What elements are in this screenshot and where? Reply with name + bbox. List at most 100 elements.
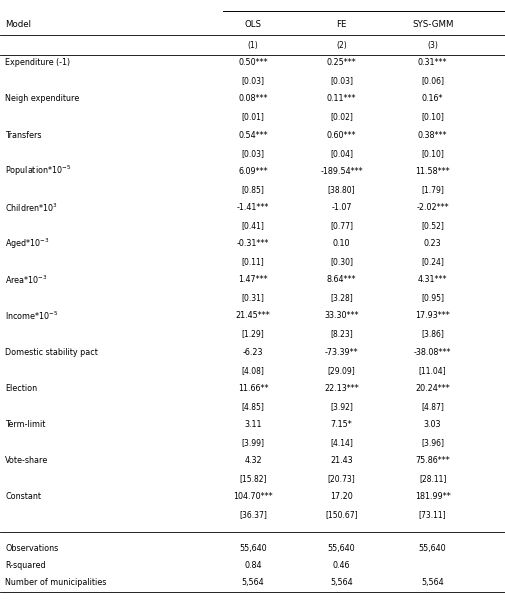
Text: 0.54***: 0.54***: [238, 131, 267, 139]
Text: [150.67]: [150.67]: [325, 511, 357, 519]
Text: R-squared: R-squared: [5, 561, 45, 570]
Text: 0.08***: 0.08***: [238, 95, 267, 103]
Text: (1): (1): [247, 42, 258, 50]
Text: Transfers: Transfers: [5, 131, 41, 139]
Text: 33.30***: 33.30***: [324, 312, 358, 320]
Text: [0.03]: [0.03]: [241, 77, 264, 85]
Text: Expenditure (-1): Expenditure (-1): [5, 58, 70, 67]
Text: 0.25***: 0.25***: [326, 58, 356, 67]
Text: 6.09***: 6.09***: [238, 167, 267, 175]
Text: 17.93***: 17.93***: [415, 312, 449, 320]
Text: [4.08]: [4.08]: [241, 366, 264, 374]
Text: [28.11]: [28.11]: [418, 475, 445, 483]
Text: 11.66**: 11.66**: [237, 384, 268, 393]
Text: -1.07: -1.07: [331, 203, 351, 212]
Text: Domestic stability pact: Domestic stability pact: [5, 348, 98, 356]
Text: 1.47***: 1.47***: [238, 276, 267, 284]
Text: 3.03: 3.03: [423, 420, 440, 429]
Text: 11.58***: 11.58***: [415, 167, 449, 175]
Text: [0.01]: [0.01]: [241, 113, 264, 121]
Text: [0.11]: [0.11]: [241, 257, 264, 266]
Text: 7.15*: 7.15*: [330, 420, 351, 429]
Text: [0.10]: [0.10]: [420, 149, 443, 157]
Text: [1.29]: [1.29]: [241, 330, 264, 338]
Text: 5,564: 5,564: [241, 578, 264, 587]
Text: -189.54***: -189.54***: [320, 167, 362, 175]
Text: 0.38***: 0.38***: [417, 131, 446, 139]
Text: [3.86]: [3.86]: [420, 330, 443, 338]
Text: Election: Election: [5, 384, 37, 393]
Text: -2.02***: -2.02***: [416, 203, 448, 212]
Text: [0.24]: [0.24]: [420, 257, 443, 266]
Text: [29.09]: [29.09]: [327, 366, 355, 374]
Text: 0.10: 0.10: [332, 239, 349, 248]
Text: [3.92]: [3.92]: [329, 402, 352, 411]
Text: [4.87]: [4.87]: [420, 402, 443, 411]
Text: 55,640: 55,640: [418, 544, 445, 553]
Text: SYS-GMM: SYS-GMM: [411, 20, 452, 28]
Text: Area*10$^{-3}$: Area*10$^{-3}$: [5, 274, 47, 286]
Text: [3.96]: [3.96]: [420, 438, 443, 447]
Text: Children*10$^{3}$: Children*10$^{3}$: [5, 201, 58, 213]
Text: [3.28]: [3.28]: [330, 294, 352, 302]
Text: [15.82]: [15.82]: [239, 475, 266, 483]
Text: -1.41***: -1.41***: [236, 203, 269, 212]
Text: [0.77]: [0.77]: [329, 221, 352, 230]
Text: [0.03]: [0.03]: [241, 149, 264, 157]
Text: FE: FE: [336, 20, 346, 28]
Text: [0.04]: [0.04]: [329, 149, 352, 157]
Text: (3): (3): [426, 42, 437, 50]
Text: [3.99]: [3.99]: [241, 438, 264, 447]
Text: Term-limit: Term-limit: [5, 420, 45, 429]
Text: [11.04]: [11.04]: [418, 366, 445, 374]
Text: [1.79]: [1.79]: [420, 185, 443, 194]
Text: 0.60***: 0.60***: [326, 131, 356, 139]
Text: Constant: Constant: [5, 493, 41, 501]
Text: [8.23]: [8.23]: [330, 330, 352, 338]
Text: [4.14]: [4.14]: [329, 438, 352, 447]
Text: -6.23: -6.23: [242, 348, 263, 356]
Text: [20.73]: [20.73]: [327, 475, 355, 483]
Text: 55,640: 55,640: [327, 544, 355, 553]
Text: [0.95]: [0.95]: [420, 294, 443, 302]
Text: Neigh expenditure: Neigh expenditure: [5, 95, 79, 103]
Text: [4.85]: [4.85]: [241, 402, 264, 411]
Text: 4.32: 4.32: [244, 456, 261, 465]
Text: 0.46: 0.46: [332, 561, 349, 570]
Text: Population*10$^{-5}$: Population*10$^{-5}$: [5, 164, 71, 178]
Text: 104.70***: 104.70***: [233, 493, 272, 501]
Text: 22.13***: 22.13***: [324, 384, 358, 393]
Text: 55,640: 55,640: [239, 544, 266, 553]
Text: 4.31***: 4.31***: [417, 276, 446, 284]
Text: 21.45***: 21.45***: [235, 312, 270, 320]
Text: -0.31***: -0.31***: [236, 239, 269, 248]
Text: Model: Model: [5, 20, 31, 28]
Text: 8.64***: 8.64***: [326, 276, 356, 284]
Text: Aged*10$^{-3}$: Aged*10$^{-3}$: [5, 236, 49, 251]
Text: 0.84: 0.84: [244, 561, 261, 570]
Text: 3.11: 3.11: [244, 420, 261, 429]
Text: 75.86***: 75.86***: [415, 456, 449, 465]
Text: [0.31]: [0.31]: [241, 294, 264, 302]
Text: 5,564: 5,564: [330, 578, 352, 587]
Text: 0.23: 0.23: [423, 239, 440, 248]
Text: Number of municipalities: Number of municipalities: [5, 578, 106, 587]
Text: 181.99**: 181.99**: [414, 493, 449, 501]
Text: 5,564: 5,564: [421, 578, 443, 587]
Text: [0.85]: [0.85]: [241, 185, 264, 194]
Text: (2): (2): [335, 42, 346, 50]
Text: [0.06]: [0.06]: [420, 77, 443, 85]
Text: [38.80]: [38.80]: [327, 185, 355, 194]
Text: 0.50***: 0.50***: [238, 58, 267, 67]
Text: 0.11***: 0.11***: [326, 95, 356, 103]
Text: -73.39**: -73.39**: [324, 348, 358, 356]
Text: [73.11]: [73.11]: [418, 511, 445, 519]
Text: 17.20: 17.20: [330, 493, 352, 501]
Text: Observations: Observations: [5, 544, 58, 553]
Text: [0.02]: [0.02]: [329, 113, 352, 121]
Text: 21.43: 21.43: [330, 456, 352, 465]
Text: [0.10]: [0.10]: [420, 113, 443, 121]
Text: [0.03]: [0.03]: [329, 77, 352, 85]
Text: OLS: OLS: [244, 20, 261, 28]
Text: [0.52]: [0.52]: [420, 221, 443, 230]
